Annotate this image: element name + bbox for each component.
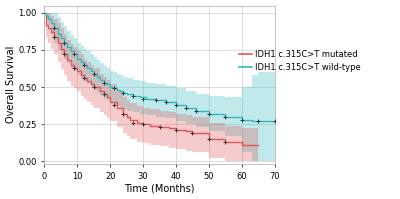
Point [255,119,261,123]
Point [61,53,67,56]
Point [140,97,146,100]
Point [173,128,179,132]
Point [153,99,160,102]
Point [140,122,146,126]
Point [206,112,212,115]
Point [120,91,126,95]
Point [163,100,169,103]
X-axis label: Time (Months): Time (Months) [124,183,195,193]
Point [71,66,77,69]
Point [100,81,107,84]
Point [272,119,278,123]
Y-axis label: Overall Survival: Overall Survival [6,46,16,123]
Point [90,72,97,75]
Point [51,26,58,29]
Point [81,77,87,80]
Point [51,35,58,38]
Point [120,112,126,115]
Point [130,121,136,124]
Point [61,41,67,44]
Point [90,85,97,89]
Point [238,118,245,121]
Point [222,140,228,143]
Point [156,125,163,129]
Point [71,53,77,56]
Point [110,103,117,106]
Point [173,103,179,106]
Point [81,63,87,66]
Point [183,106,189,109]
Legend: IDH1 c.315C>T mutated, IDH1 c.315C>T wild-type: IDH1 c.315C>T mutated, IDH1 c.315C>T wil… [238,48,362,74]
Point [189,131,196,135]
Point [206,137,212,140]
Point [110,87,117,90]
Point [222,115,228,118]
Point [192,109,199,112]
Point [130,94,136,98]
Point [100,93,107,96]
